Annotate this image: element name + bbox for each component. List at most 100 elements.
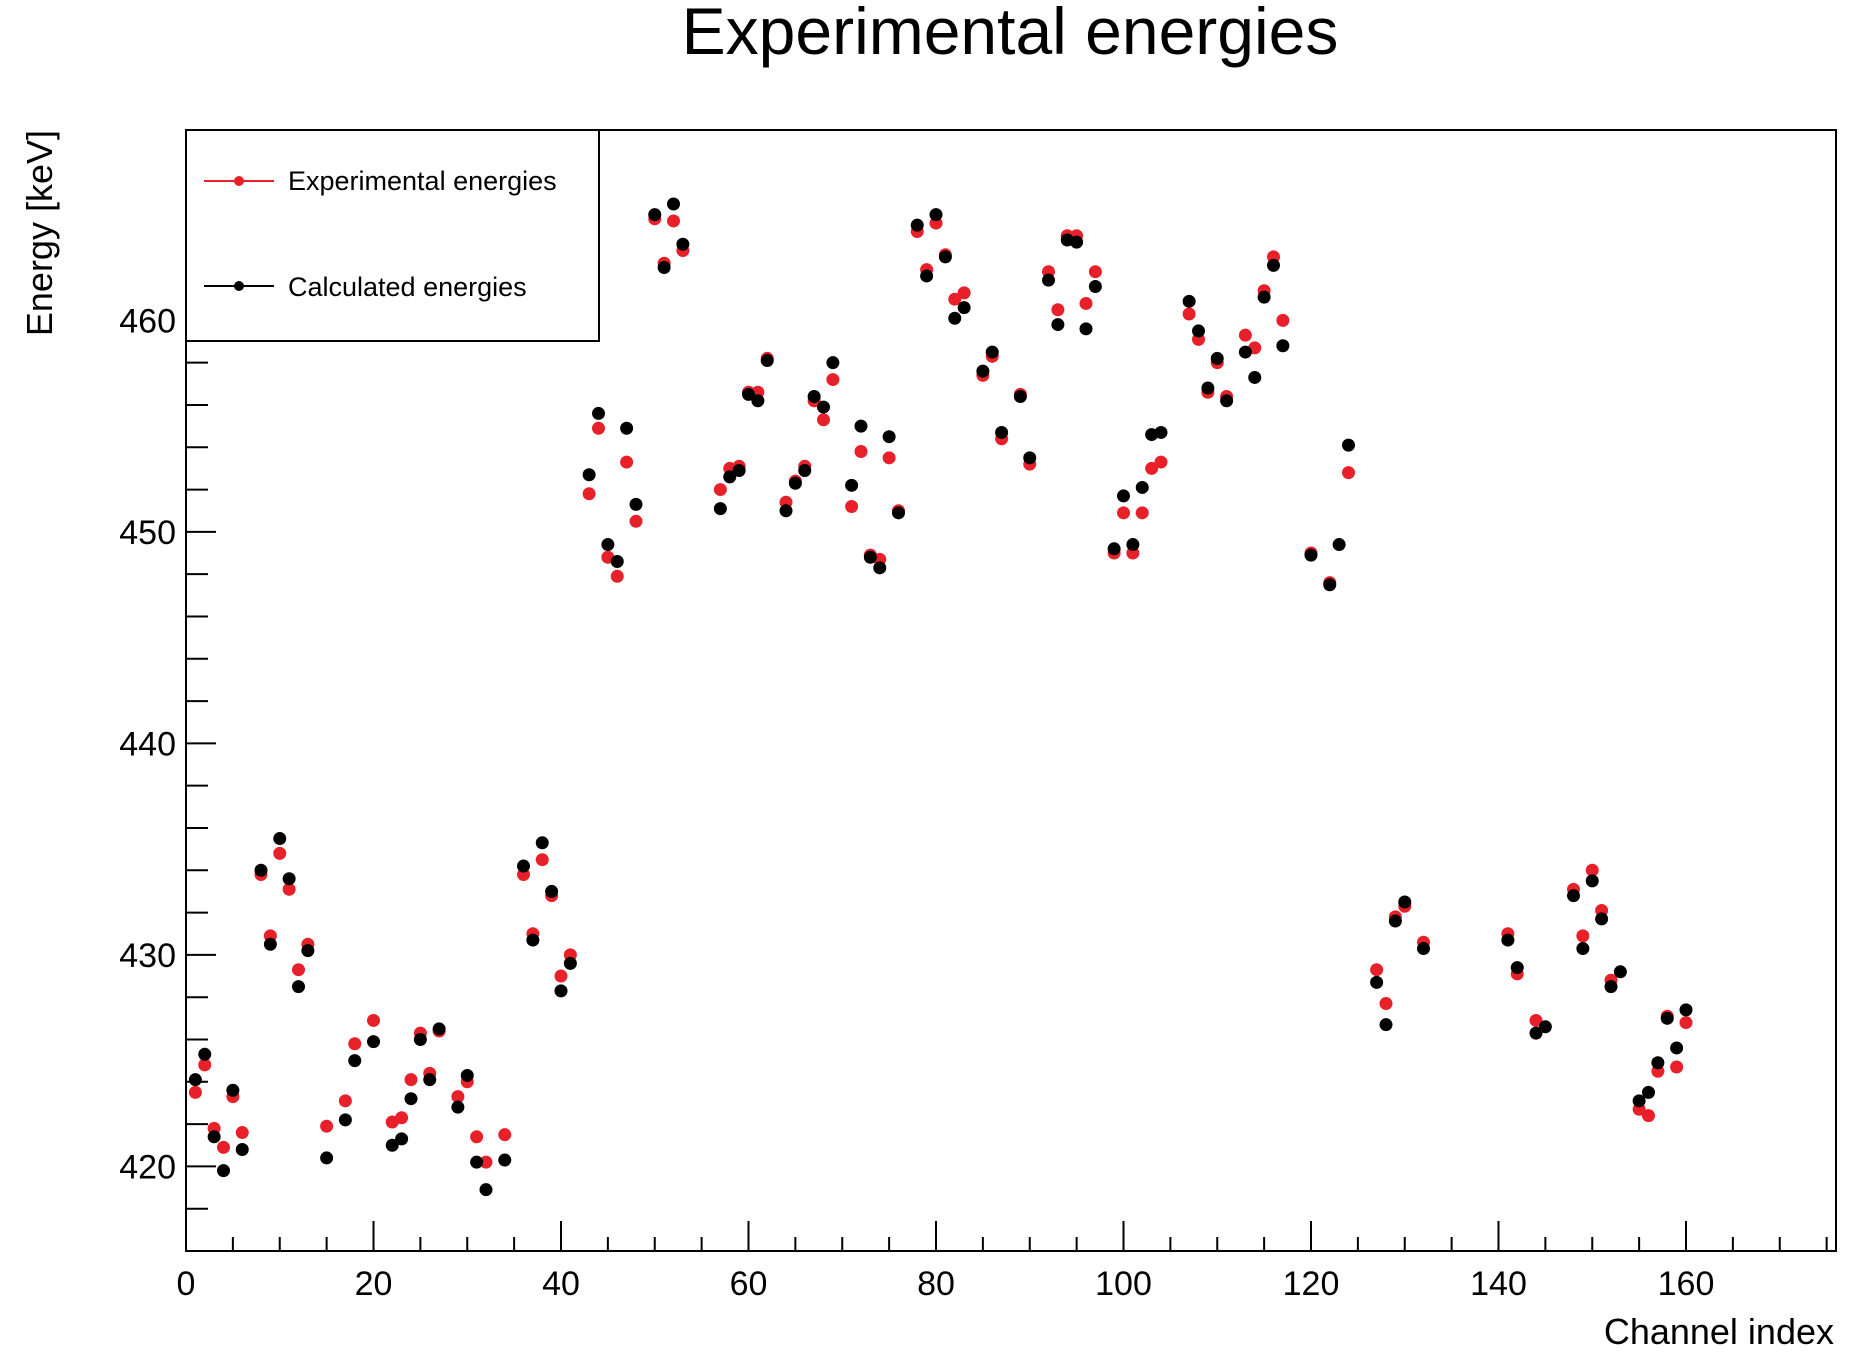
- x-tick-label: 160: [1658, 1265, 1715, 1303]
- data-point: [198, 1058, 212, 1072]
- data-point: [1417, 942, 1430, 956]
- data-point: [920, 269, 934, 283]
- data-point: [348, 1037, 362, 1051]
- data-point: [995, 425, 1009, 439]
- data-point: [1201, 381, 1215, 395]
- x-tick-label: 0: [177, 1265, 196, 1303]
- data-point: [1576, 929, 1590, 943]
- series-calculated: [188, 197, 1693, 1197]
- data-point: [1210, 351, 1224, 365]
- x-tick-label: 140: [1470, 1265, 1527, 1303]
- data-point: [957, 286, 971, 300]
- data-point: [1088, 280, 1102, 294]
- data-point: [292, 963, 305, 977]
- data-point: [1613, 965, 1627, 979]
- data-point: [1154, 425, 1168, 439]
- legend-marker-calculated: [234, 281, 244, 291]
- data-point: [582, 487, 596, 501]
- data-point: [198, 1047, 212, 1061]
- data-point: [873, 561, 887, 575]
- data-point: [367, 1013, 380, 1027]
- data-point: [826, 356, 840, 370]
- data-point: [1079, 296, 1093, 310]
- data-point: [1238, 345, 1252, 359]
- data-point: [235, 1126, 249, 1140]
- data-point: [676, 237, 690, 251]
- data-point: [282, 882, 296, 896]
- data-point: [1248, 370, 1262, 384]
- data-point: [1651, 1056, 1665, 1070]
- y-tick-label: 420: [119, 1148, 176, 1186]
- data-point: [1595, 912, 1609, 926]
- data-point: [292, 980, 305, 994]
- data-point: [517, 859, 530, 873]
- data-point: [807, 390, 821, 404]
- data-point: [235, 1142, 249, 1156]
- data-point: [301, 944, 315, 958]
- data-point: [1117, 506, 1130, 520]
- data-point: [732, 464, 746, 478]
- data-point: [854, 444, 868, 458]
- data-points: [188, 197, 1693, 1197]
- data-point: [1023, 451, 1037, 465]
- data-point: [460, 1068, 474, 1082]
- data-point: [948, 311, 962, 325]
- data-point: [1070, 235, 1084, 249]
- data-point: [1323, 578, 1337, 592]
- data-point: [863, 550, 877, 564]
- data-point: [470, 1130, 484, 1144]
- data-point: [395, 1111, 409, 1125]
- data-point: [601, 538, 615, 552]
- data-point: [348, 1054, 362, 1068]
- y-tick-label: 450: [119, 514, 176, 552]
- chart-title: Experimental energies: [682, 0, 1339, 68]
- data-point: [798, 464, 812, 478]
- data-point: [892, 506, 905, 520]
- data-point: [1567, 889, 1580, 903]
- data-point: [1267, 258, 1280, 272]
- data-point: [451, 1090, 465, 1104]
- plot-frame: [185, 129, 1837, 1252]
- data-point: [938, 250, 952, 264]
- data-point: [535, 853, 549, 867]
- data-point: [395, 1132, 409, 1146]
- legend: Experimental energies Calculated energie…: [185, 129, 600, 342]
- x-tick-label: 20: [355, 1265, 393, 1303]
- data-point: [985, 345, 999, 359]
- data-point: [217, 1140, 230, 1154]
- data-point: [404, 1073, 418, 1087]
- y-axis: 420 430 440 450 460: [119, 150, 216, 1252]
- data-point: [1126, 538, 1140, 552]
- data-point: [1510, 961, 1524, 975]
- data-point: [498, 1153, 512, 1167]
- data-point: [554, 984, 568, 998]
- data-point: [1388, 914, 1402, 928]
- data-point: [1529, 1013, 1543, 1027]
- data-point: [338, 1113, 352, 1127]
- data-point: [1585, 874, 1599, 888]
- data-point: [582, 468, 596, 482]
- data-point: [1182, 294, 1196, 308]
- data-point: [273, 832, 287, 846]
- data-point: [742, 387, 755, 401]
- legend-label-calculated: Calculated energies: [288, 272, 527, 302]
- data-point: [779, 504, 793, 518]
- x-tick-label: 60: [730, 1265, 768, 1303]
- data-point: [1642, 1085, 1655, 1099]
- data-point: [657, 260, 671, 274]
- data-point: [413, 1032, 427, 1046]
- data-point: [1342, 466, 1355, 480]
- data-point: [592, 421, 605, 435]
- data-point: [479, 1155, 493, 1169]
- data-point: [207, 1130, 221, 1144]
- data-point: [610, 569, 624, 583]
- data-point: [320, 1119, 334, 1133]
- data-point: [1670, 1041, 1684, 1055]
- data-point: [1679, 1003, 1693, 1017]
- data-point: [1238, 328, 1252, 342]
- data-point: [1051, 318, 1065, 332]
- data-point: [451, 1100, 465, 1114]
- data-point: [910, 218, 924, 232]
- data-point: [226, 1083, 240, 1097]
